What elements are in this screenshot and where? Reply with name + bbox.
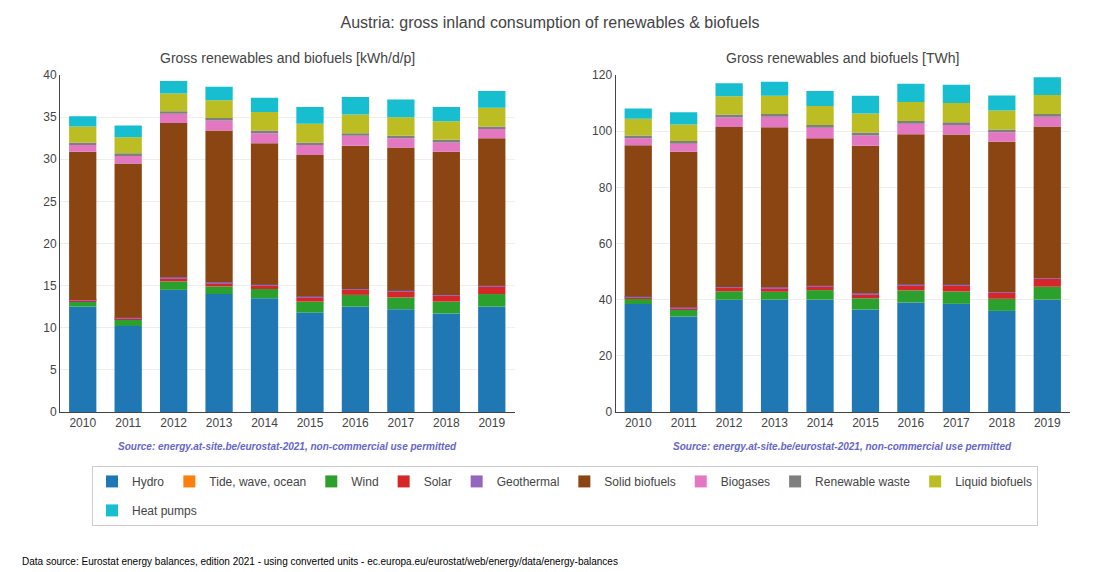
- svg-text:40: 40: [599, 293, 613, 307]
- svg-text:2013: 2013: [761, 416, 788, 430]
- svg-text:Solid biofuels: Solid biofuels: [604, 475, 675, 489]
- svg-text:2010: 2010: [625, 416, 652, 430]
- svg-text:Source: energy.at-site.be/euro: Source: energy.at-site.be/eurostat-2021,…: [118, 441, 457, 452]
- svg-text:2012: 2012: [716, 416, 743, 430]
- svg-text:2016: 2016: [342, 416, 369, 430]
- svg-text:2011: 2011: [671, 416, 697, 430]
- svg-text:Solar: Solar: [424, 475, 452, 489]
- svg-text:0: 0: [605, 405, 612, 419]
- svg-text:Gross renewables and biofuels: Gross renewables and biofuels [kWh/d/p]: [160, 50, 415, 66]
- svg-text:2018: 2018: [433, 416, 460, 430]
- svg-text:Liquid biofuels: Liquid biofuels: [955, 475, 1032, 489]
- svg-text:Wind: Wind: [351, 475, 378, 489]
- svg-text:Geothermal: Geothermal: [497, 475, 560, 489]
- svg-text:2012: 2012: [160, 416, 187, 430]
- svg-text:2014: 2014: [807, 416, 834, 430]
- svg-text:2013: 2013: [206, 416, 233, 430]
- svg-text:60: 60: [599, 237, 613, 251]
- svg-text:2011: 2011: [115, 416, 141, 430]
- svg-text:2017: 2017: [388, 416, 415, 430]
- svg-text:0: 0: [50, 405, 57, 419]
- svg-text:Renewable waste: Renewable waste: [815, 475, 910, 489]
- svg-text:120: 120: [592, 68, 612, 82]
- svg-text:2019: 2019: [478, 416, 505, 430]
- svg-text:Source: energy.at-site.be/euro: Source: energy.at-site.be/eurostat-2021,…: [673, 441, 1012, 452]
- svg-text:30: 30: [43, 152, 57, 166]
- svg-text:Hydro: Hydro: [132, 475, 164, 489]
- svg-text:2014: 2014: [251, 416, 278, 430]
- svg-text:Austria: gross inland consumpt: Austria: gross inland consumption of ren…: [341, 14, 760, 31]
- svg-text:15: 15: [43, 279, 57, 293]
- svg-text:2016: 2016: [898, 416, 925, 430]
- svg-text:2019: 2019: [1034, 416, 1061, 430]
- svg-text:2015: 2015: [297, 416, 324, 430]
- svg-text:Tide, wave, ocean: Tide, wave, ocean: [209, 475, 306, 489]
- svg-text:100: 100: [592, 124, 612, 138]
- svg-text:2015: 2015: [852, 416, 879, 430]
- svg-text:Data source: Eurostat energy b: Data source: Eurostat energy balances, e…: [22, 556, 618, 567]
- svg-text:2017: 2017: [943, 416, 970, 430]
- svg-text:2018: 2018: [988, 416, 1015, 430]
- svg-text:2010: 2010: [69, 416, 96, 430]
- svg-text:10: 10: [43, 321, 57, 335]
- svg-text:40: 40: [43, 68, 57, 82]
- svg-text:Biogases: Biogases: [721, 475, 770, 489]
- svg-text:Heat pumps: Heat pumps: [132, 504, 197, 518]
- svg-text:Gross renewables and biofuels: Gross renewables and biofuels [TWh]: [726, 50, 959, 66]
- svg-text:20: 20: [43, 237, 57, 251]
- svg-text:5: 5: [50, 363, 57, 377]
- svg-text:80: 80: [599, 181, 613, 195]
- svg-text:20: 20: [599, 349, 613, 363]
- svg-text:35: 35: [43, 110, 57, 124]
- svg-text:25: 25: [43, 195, 57, 209]
